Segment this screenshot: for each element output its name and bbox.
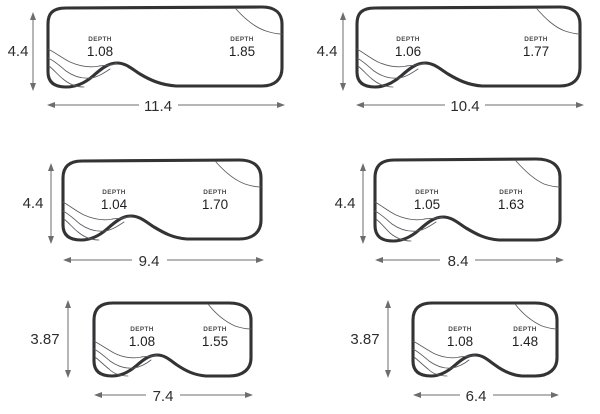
svg-text:1.04: 1.04 [101,197,128,212]
width-label-3: 9.4 [139,253,160,270]
lens-detail-topright-5 [207,303,252,330]
lens-detail-topright-6 [514,303,558,330]
width-dimension-6: 6.4 [413,388,559,405]
width-dimension-4: 8.4 [375,253,564,270]
lens-detail-left-3 [62,201,132,241]
lens-detail-topright-3 [215,161,262,188]
depth-right-1: DEPTH 1.85 [229,36,255,59]
lens-detail-topright-2 [536,8,581,35]
svg-text:1.08: 1.08 [129,334,155,349]
height-label-6: 3.87 [350,331,379,348]
height-dimension-5: 3.87 [30,300,71,378]
svg-text:DEPTH: DEPTH [230,36,253,43]
height-dimension-2: 4.4 [317,12,346,91]
lens-detail-left-6 [412,340,476,377]
lens-panel-3: 4.4 DEPTH 1.04 DEPTH 1.70 [0,140,300,285]
lens-panel-5: 3.87 DEPTH 1.08 DEPTH 1.55 [0,285,300,414]
depth-right-5: DEPTH 1.55 [202,326,228,349]
width-label-6: 6.4 [466,388,487,405]
svg-text:DEPTH: DEPTH [415,189,438,196]
svg-text:DEPTH: DEPTH [513,326,536,333]
height-dimension-6: 3.87 [350,300,391,378]
height-label-5: 3.87 [30,331,59,348]
lens-panel-4: 4.4 DEPTH 1.05 DEPTH 1.63 [300,140,600,285]
width-dimension-2: 10.4 [356,98,584,115]
depth-right-6: DEPTH 1.48 [512,326,538,349]
height-dimension-4: 4.4 [335,163,366,244]
lens-detail-topright-4 [515,160,561,188]
svg-text:1.77: 1.77 [523,44,549,59]
svg-text:1.70: 1.70 [202,197,228,212]
svg-text:DEPTH: DEPTH [88,36,111,43]
svg-text:1.63: 1.63 [498,197,524,212]
svg-text:1.55: 1.55 [202,334,228,349]
svg-text:DEPTH: DEPTH [203,326,226,333]
lens-outline-4 [373,157,562,243]
width-label-1: 11.4 [144,98,172,115]
lens-detail-left-2 [356,48,426,88]
depth-left-1: DEPTH 1.08 [87,36,113,59]
width-dimension-1: 11.4 [47,98,285,115]
depth-right-3: DEPTH 1.70 [202,189,228,212]
width-dimension-5: 7.4 [94,388,253,405]
lens-detail-left-1 [47,48,118,88]
svg-text:1.06: 1.06 [395,44,421,59]
lens-detail-left-4 [374,201,444,242]
height-label-3: 4.4 [23,195,44,212]
depth-right-2: DEPTH 1.77 [523,36,549,59]
height-label-2: 4.4 [317,43,338,60]
svg-text:1.48: 1.48 [512,334,538,349]
svg-text:DEPTH: DEPTH [524,36,547,43]
depth-left-5: DEPTH 1.08 [129,326,155,349]
lens-panel-1: 4.4 DEPTH 1.08 DEPTH 1.85 [0,0,300,130]
width-dimension-3: 9.4 [63,253,264,270]
svg-text:1.05: 1.05 [414,197,440,212]
svg-text:DEPTH: DEPTH [448,326,471,333]
svg-text:DEPTH: DEPTH [396,36,419,43]
width-label-5: 7.4 [153,388,174,405]
svg-text:1.08: 1.08 [447,334,473,349]
lens-detail-topright-1 [235,8,283,35]
svg-text:1.08: 1.08 [87,44,113,59]
height-dimension-3: 4.4 [23,163,54,244]
svg-text:DEPTH: DEPTH [499,189,522,196]
svg-text:DEPTH: DEPTH [130,326,153,333]
lens-outline-3 [61,158,263,242]
height-label-4: 4.4 [335,195,356,212]
depth-left-3: DEPTH 1.04 [101,189,128,212]
lens-panel-2: 4.4 DEPTH 1.06 DEPTH 1.77 [300,0,600,130]
width-label-2: 10.4 [450,98,479,115]
svg-text:DEPTH: DEPTH [102,189,125,196]
svg-text:DEPTH: DEPTH [203,189,226,196]
depth-right-4: DEPTH 1.63 [498,189,524,212]
svg-text:1.85: 1.85 [229,44,255,59]
depth-left-4: DEPTH 1.05 [414,189,440,212]
height-dimension-1: 4.4 [8,12,36,91]
height-label-1: 4.4 [8,43,29,60]
depth-left-6: DEPTH 1.08 [447,326,473,349]
lens-detail-left-5 [93,340,158,377]
depth-left-2: DEPTH 1.06 [395,36,421,59]
lens-panel-6: 3.87 DEPTH 1.08 DEPTH 1.48 [300,285,600,414]
width-label-4: 8.4 [448,253,469,270]
